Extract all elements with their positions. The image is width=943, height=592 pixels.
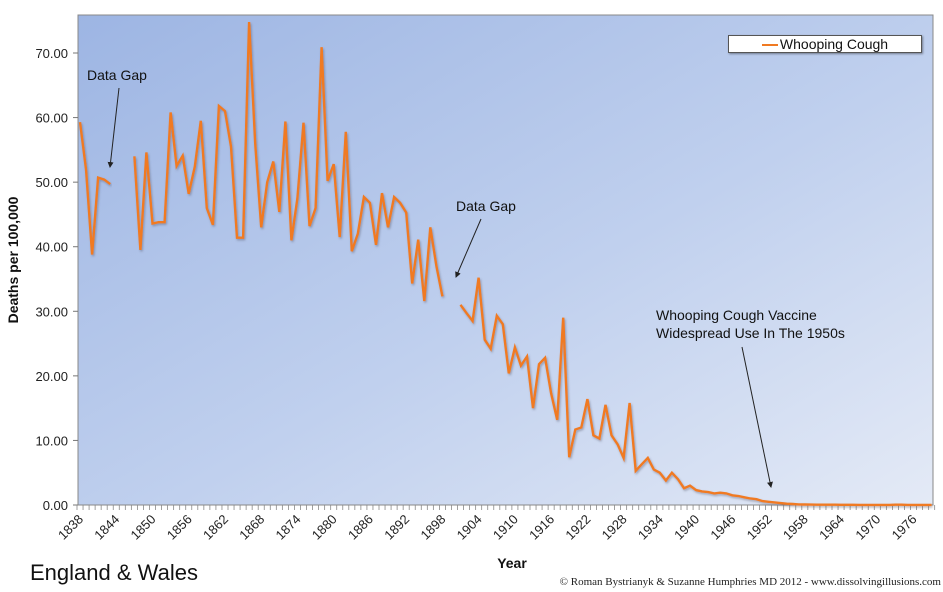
x-axis-title: Year (497, 555, 527, 571)
x-tick-label: 1904 (454, 512, 485, 543)
x-tick-label: 1970 (852, 512, 883, 543)
y-tick-label: 60.00 (35, 111, 68, 126)
series-line-segment (133, 21, 444, 302)
y-tick-label: 40.00 (35, 240, 68, 255)
x-axis: 1838 1844 1850 1856 1862 1868 1874 1880 1886 1892… (55, 505, 936, 543)
plot-area (77, 14, 934, 506)
x-tick-label: 1892 (381, 512, 412, 543)
annotation-arrow-vaccine (741, 346, 773, 488)
annotation-vaccine-line: Widespread Use In The 1950s (656, 325, 845, 341)
x-tick-label: 1868 (236, 512, 267, 543)
x-tick-label: 1940 (671, 512, 702, 543)
x-tick-label: 1862 (200, 512, 231, 543)
x-tick-label: 1838 (55, 512, 86, 543)
series-whooping-cough (78, 21, 932, 507)
x-tick-label: 1874 (273, 512, 304, 543)
x-tick-label: 1958 (780, 512, 811, 543)
annotation-arrow-1 (107, 87, 120, 168)
annotation-vaccine-line: Whooping Cough Vaccine (656, 307, 817, 323)
y-tick-label: 0.00 (43, 498, 68, 513)
y-tick-label: 10.00 (35, 433, 68, 448)
x-tick-label: 1880 (309, 512, 340, 543)
x-tick-label: 1928 (599, 512, 630, 543)
annotation-data-gap-2: Data Gap (456, 198, 516, 214)
x-tick-label: 1964 (816, 512, 847, 543)
x-tick-label: 1976 (889, 512, 920, 543)
y-tick-label: 50.00 (35, 175, 68, 190)
annotation-arrow-2 (455, 218, 482, 278)
annotation-data-gap-1: Data Gap (87, 67, 147, 83)
legend: Whooping Cough (728, 35, 922, 53)
y-tick-label: 20.00 (35, 369, 68, 384)
x-tick-label: 1922 (562, 512, 593, 543)
copyright-credit: © Roman Bystrianyk & Suzanne Humphries M… (559, 576, 941, 588)
x-tick-label: 1952 (744, 512, 775, 543)
x-tick-label: 1886 (345, 512, 376, 543)
x-tick-label: 1946 (707, 512, 738, 543)
annotations: Data Gap Data Gap Whooping Cough Vaccine Wi… (87, 67, 845, 488)
x-tick-label: 1916 (526, 512, 557, 543)
x-tick-label: 1844 (91, 512, 122, 543)
x-tick-label: 1856 (164, 512, 195, 543)
x-tick-label: 1850 (128, 512, 159, 543)
x-tick-label: 1898 (417, 512, 448, 543)
legend-swatch-whooping-cough (761, 44, 778, 47)
y-axis: 0.00 10.00 20.00 30.00 40.00 50.00 60.00 70.00 (35, 46, 78, 513)
x-tick-label: 1934 (635, 512, 666, 543)
y-tick-label: 30.00 (35, 304, 68, 319)
y-axis-title: Deaths per 100,000 (5, 196, 21, 323)
legend-label: Whooping Cough (779, 36, 889, 52)
series-line-segment (78, 121, 111, 255)
x-tick-label: 1910 (490, 512, 521, 543)
series-line-segment (459, 277, 932, 507)
region-label: England & Wales (30, 560, 198, 585)
y-tick-label: 70.00 (35, 46, 68, 61)
